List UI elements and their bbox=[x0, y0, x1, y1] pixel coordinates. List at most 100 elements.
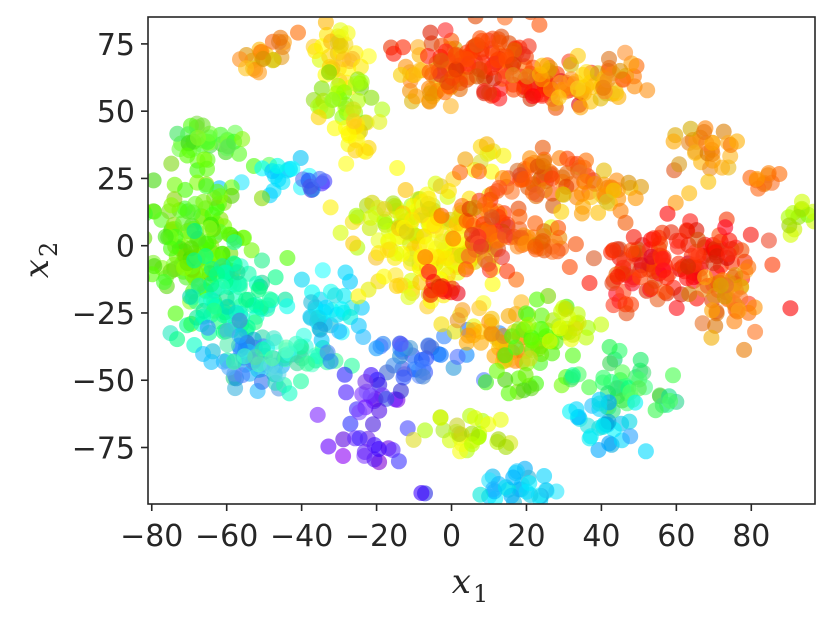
data-point bbox=[599, 193, 615, 210]
data-point bbox=[183, 240, 200, 257]
data-point bbox=[397, 182, 414, 198]
data-point bbox=[265, 330, 282, 347]
data-point bbox=[392, 382, 409, 399]
data-point bbox=[733, 242, 750, 259]
data-point bbox=[505, 67, 521, 84]
data-point bbox=[348, 207, 365, 224]
data-point bbox=[261, 291, 278, 308]
x-tick-label: −80 bbox=[120, 519, 183, 554]
data-point bbox=[370, 441, 387, 457]
data-point bbox=[219, 298, 236, 315]
data-point bbox=[420, 48, 436, 64]
data-point bbox=[498, 48, 515, 65]
data-point bbox=[472, 486, 489, 503]
data-point bbox=[572, 99, 589, 116]
data-point bbox=[444, 69, 461, 86]
data-point bbox=[432, 346, 449, 363]
data-point bbox=[552, 320, 569, 337]
data-point bbox=[573, 205, 590, 222]
data-point bbox=[309, 406, 326, 423]
data-point bbox=[478, 374, 494, 391]
data-point bbox=[351, 430, 368, 447]
data-point bbox=[625, 68, 642, 85]
data-point bbox=[471, 300, 488, 317]
data-point bbox=[226, 234, 243, 251]
data-point bbox=[681, 286, 698, 302]
data-point bbox=[682, 120, 699, 137]
data-point bbox=[578, 152, 594, 169]
data-point bbox=[480, 416, 497, 433]
data-point bbox=[270, 366, 287, 382]
data-point bbox=[623, 242, 640, 259]
data-point bbox=[515, 382, 532, 399]
data-point bbox=[326, 120, 343, 137]
y-tick-label: 0 bbox=[116, 230, 135, 265]
data-point bbox=[467, 17, 484, 25]
data-point bbox=[697, 269, 714, 286]
data-point bbox=[290, 24, 306, 41]
data-point bbox=[186, 223, 203, 239]
data-point bbox=[203, 354, 220, 370]
data-point bbox=[350, 288, 367, 305]
data-point bbox=[499, 263, 516, 280]
data-point bbox=[742, 226, 759, 243]
data-point bbox=[525, 88, 541, 105]
data-point bbox=[452, 443, 469, 460]
data-point bbox=[421, 200, 438, 217]
data-point bbox=[312, 321, 329, 338]
data-point bbox=[303, 294, 320, 311]
data-point bbox=[620, 174, 637, 191]
y-tick-label: 25 bbox=[97, 162, 135, 197]
data-point bbox=[458, 71, 475, 88]
data-point bbox=[536, 153, 552, 170]
data-point bbox=[281, 385, 298, 402]
data-point bbox=[601, 435, 618, 452]
data-point bbox=[550, 89, 567, 106]
data-point bbox=[338, 155, 355, 172]
data-point bbox=[321, 48, 338, 65]
data-point bbox=[536, 468, 553, 484]
data-point bbox=[223, 187, 240, 204]
data-point bbox=[447, 47, 464, 64]
data-point bbox=[564, 347, 581, 364]
data-point bbox=[327, 287, 344, 304]
data-point bbox=[665, 367, 681, 384]
data-point bbox=[483, 209, 500, 226]
data-point bbox=[360, 139, 377, 156]
data-point bbox=[687, 143, 704, 160]
data-point bbox=[433, 52, 450, 69]
data-point bbox=[250, 281, 267, 298]
data-point bbox=[703, 329, 720, 346]
data-point bbox=[531, 17, 548, 33]
data-point bbox=[330, 77, 347, 94]
data-point bbox=[460, 248, 477, 265]
data-point bbox=[529, 186, 545, 203]
data-point bbox=[433, 207, 450, 224]
data-point bbox=[507, 339, 524, 356]
data-point bbox=[601, 50, 617, 67]
data-point bbox=[627, 190, 644, 207]
data-point bbox=[243, 242, 260, 259]
data-point bbox=[736, 341, 753, 358]
data-point bbox=[331, 323, 348, 340]
data-point bbox=[449, 417, 466, 434]
data-point bbox=[478, 136, 495, 153]
data-point bbox=[279, 298, 296, 315]
data-point bbox=[467, 17, 476, 18]
data-point bbox=[395, 369, 412, 386]
data-point bbox=[148, 231, 153, 246]
data-point bbox=[727, 267, 744, 284]
data-point bbox=[251, 64, 267, 81]
data-point bbox=[163, 155, 180, 172]
data-point bbox=[519, 68, 536, 85]
data-point bbox=[612, 62, 629, 79]
x-tick-label: −20 bbox=[345, 519, 408, 554]
data-point bbox=[363, 89, 380, 106]
data-point bbox=[313, 80, 330, 97]
data-point bbox=[338, 384, 355, 401]
data-point bbox=[593, 316, 610, 333]
data-point bbox=[332, 22, 349, 39]
data-point bbox=[332, 224, 349, 241]
data-point bbox=[495, 205, 512, 222]
data-point bbox=[457, 151, 474, 168]
